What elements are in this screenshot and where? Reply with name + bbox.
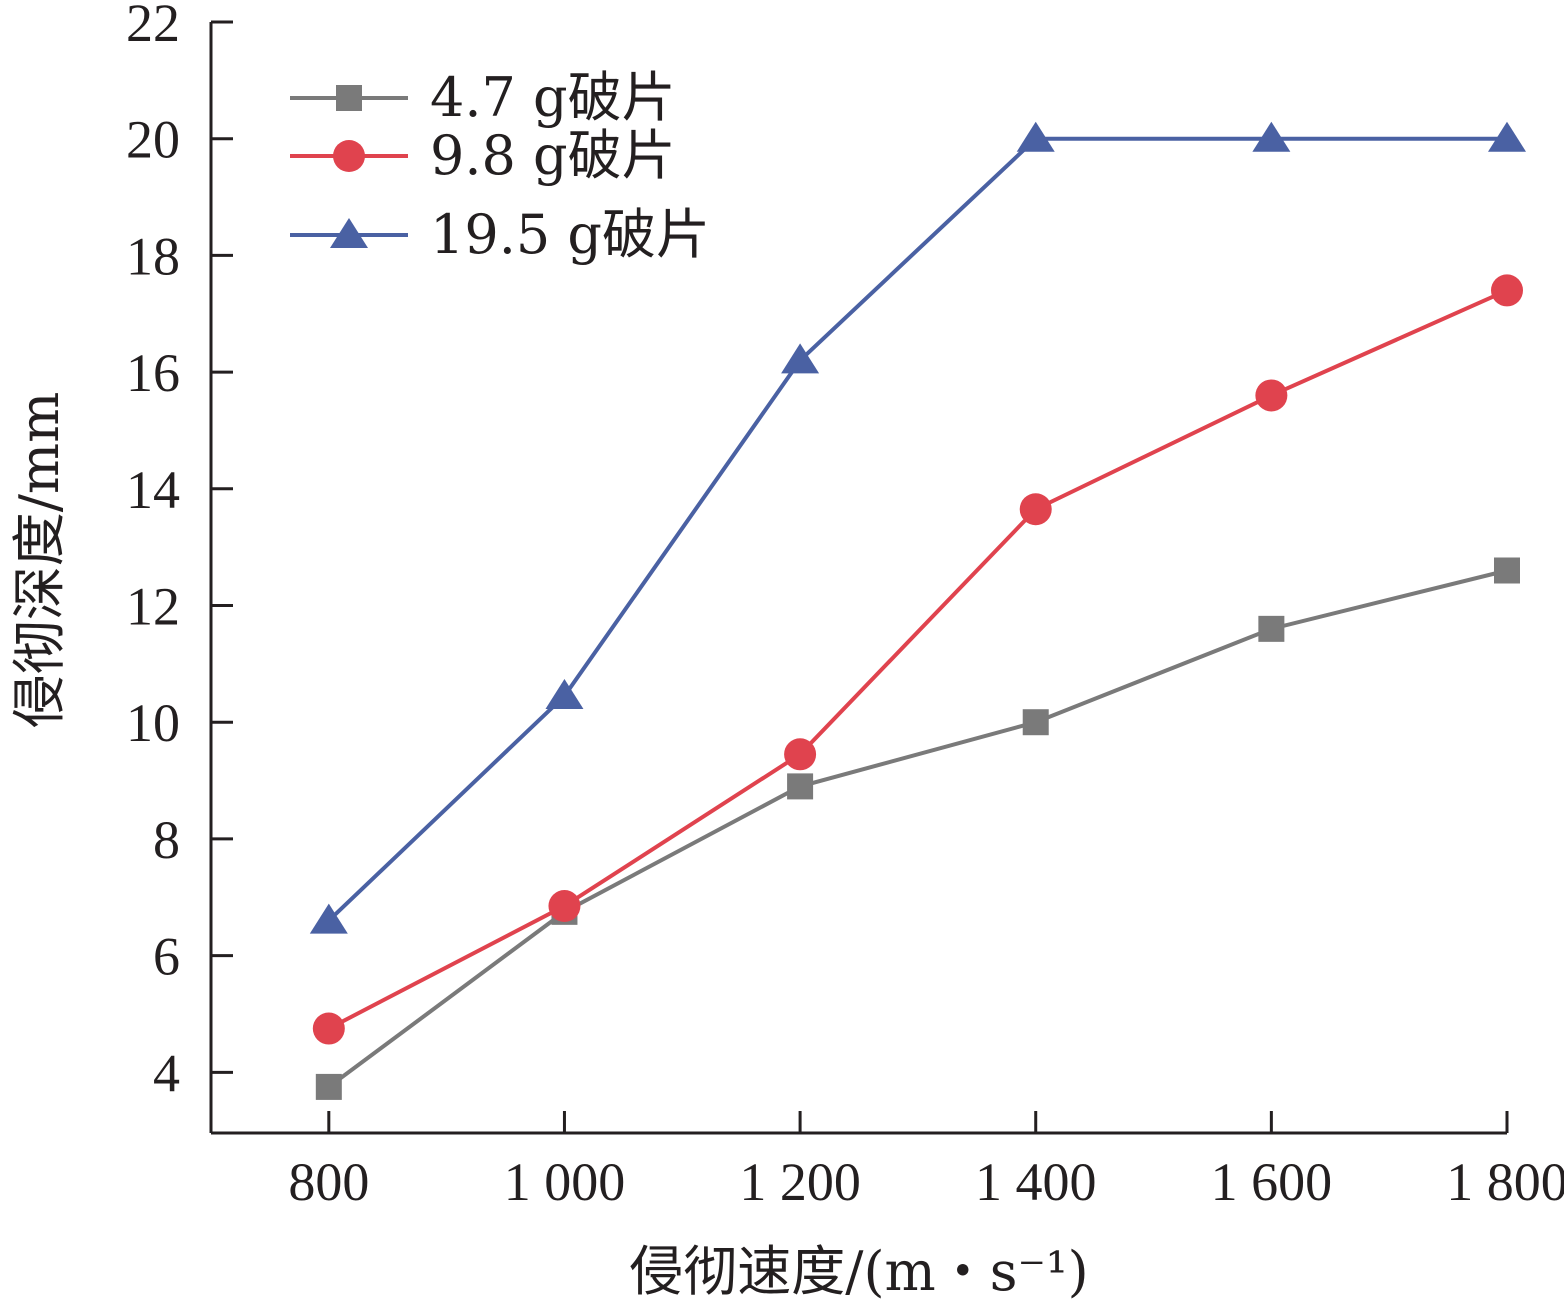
data-point <box>1023 709 1049 735</box>
data-point <box>545 679 583 709</box>
line-chart: 4 6 8 10 12 14 16 18 20 22 800 1 000 1 200 1 400 1 60… <box>0 0 1564 1309</box>
y-tick-label: 10 <box>126 693 180 753</box>
y-tick-label: 20 <box>126 110 180 170</box>
x-tick-label: 1 200 <box>739 1152 861 1212</box>
series-2 <box>313 274 1523 1044</box>
y-tick-label: 14 <box>126 460 180 520</box>
y-tick-label: 22 <box>126 0 180 53</box>
x-tick-label: 1 800 <box>1446 1152 1564 1212</box>
legend-label: 4.7 g破片 <box>430 66 676 129</box>
legend-marker <box>336 85 362 111</box>
y-tick-label: 18 <box>126 226 180 286</box>
data-point <box>548 890 580 922</box>
data-point <box>1491 274 1523 306</box>
x-tick-label: 800 <box>288 1152 369 1212</box>
y-tick-label: 16 <box>126 343 180 403</box>
x-tick-label: 1 600 <box>1211 1152 1333 1212</box>
legend-item: 19.5 g破片 <box>290 203 710 266</box>
series-line <box>329 290 1507 1028</box>
legend-label: 9.8 g破片 <box>430 124 676 187</box>
y-tick-label: 6 <box>153 927 180 987</box>
data-point <box>316 1074 342 1100</box>
legend-marker <box>333 140 365 172</box>
data-point <box>1255 379 1287 411</box>
legend-item: 9.8 g破片 <box>290 124 676 187</box>
data-point <box>1258 616 1284 642</box>
y-tick-label: 12 <box>126 577 180 637</box>
data-point <box>787 773 813 799</box>
x-tick-label: 1 400 <box>975 1152 1097 1212</box>
y-tick-label: 8 <box>153 810 180 870</box>
axes <box>211 22 1507 1133</box>
x-ticks: 800 1 000 1 200 1 400 1 600 1 800 <box>288 1111 1564 1212</box>
legend-label: 19.5 g破片 <box>430 203 710 266</box>
y-axis-title: 侵彻深度/mm <box>8 392 71 729</box>
x-axis-title: 侵彻速度/(m・s⁻¹) <box>629 1240 1088 1303</box>
data-point <box>784 738 816 770</box>
data-point <box>313 1013 345 1045</box>
legend-item: 4.7 g破片 <box>290 66 676 129</box>
y-ticks: 4 6 8 10 12 14 16 18 20 22 <box>126 0 233 1103</box>
data-point <box>1020 493 1052 525</box>
series-1 <box>316 557 1520 1099</box>
y-tick-label: 4 <box>153 1043 180 1103</box>
x-tick-label: 1 000 <box>504 1152 626 1212</box>
series-line <box>329 570 1507 1086</box>
series-layer <box>310 122 1526 1100</box>
data-point <box>1494 557 1520 583</box>
